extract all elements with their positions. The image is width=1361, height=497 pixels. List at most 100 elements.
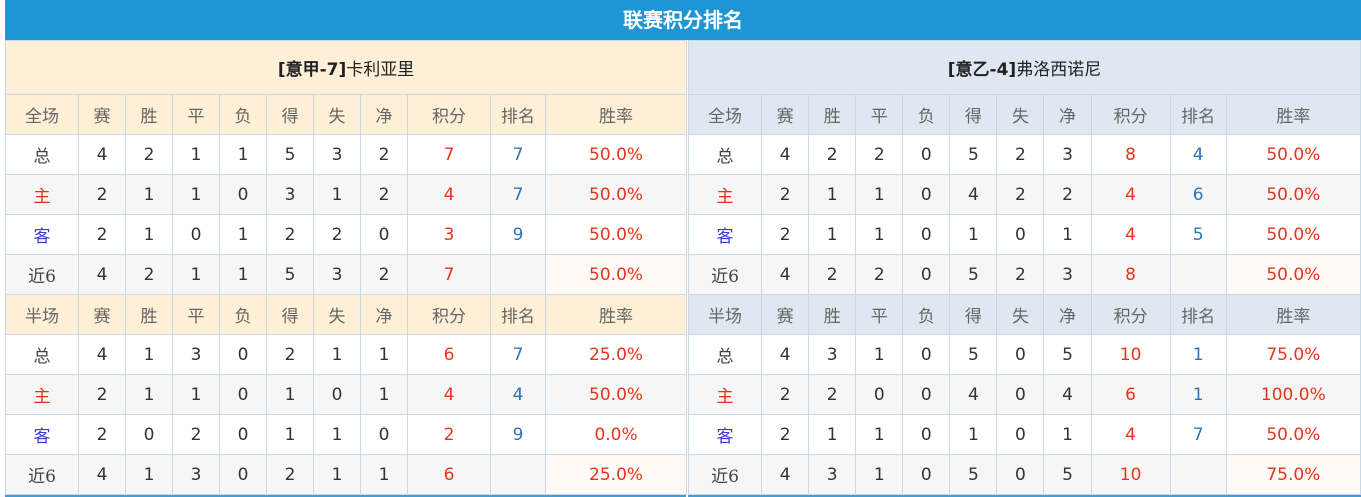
header-row: 半场赛胜平负得失净积分 排名 胜率 bbox=[5, 294, 688, 335]
cell-goals-against: 0 bbox=[996, 374, 1045, 415]
column-header: 得 bbox=[266, 294, 314, 335]
column-header: 胜率 bbox=[544, 294, 688, 335]
cell-losses: 0 bbox=[902, 214, 951, 255]
cell-goal-diff: 1 bbox=[1043, 414, 1092, 455]
cell-points: 6 bbox=[407, 454, 491, 495]
column-header: 积分 bbox=[407, 294, 491, 335]
cell-goals-against: 2 bbox=[313, 214, 361, 255]
cell-points: 4 bbox=[1090, 214, 1171, 255]
cell-losses: 0 bbox=[219, 334, 267, 375]
column-header: 失 bbox=[313, 94, 361, 135]
cell-goals-for: 5 bbox=[266, 254, 314, 295]
cell-losses: 0 bbox=[902, 454, 951, 495]
column-header: 失 bbox=[313, 294, 361, 335]
cell-losses: 0 bbox=[902, 334, 951, 375]
row-label: 客 bbox=[5, 214, 79, 255]
table-row-last6: 近6 4 2 1 1 5 3 2 7 50.0% bbox=[5, 254, 688, 295]
cell-losses: 0 bbox=[219, 174, 267, 215]
table-row-home: 主 2 1 1 0 4 2 2 4 6 50.0% bbox=[687, 174, 1361, 215]
cell-goals-against: 0 bbox=[996, 454, 1045, 495]
cell-points: 10 bbox=[1090, 454, 1171, 495]
column-header: 赛 bbox=[78, 94, 126, 135]
cell-goals-against: 2 bbox=[996, 134, 1045, 175]
table-row-away: 客 2 1 0 1 2 2 0 3 9 50.0% bbox=[5, 214, 688, 255]
cell-draws: 1 bbox=[855, 454, 904, 495]
cell-goals-against: 0 bbox=[996, 214, 1045, 255]
column-header: 净 bbox=[1043, 294, 1092, 335]
cell-goal-diff: 1 bbox=[360, 334, 408, 375]
cell-wins: 1 bbox=[808, 174, 857, 215]
cell-goal-diff: 2 bbox=[360, 134, 408, 175]
cell-goals-for: 3 bbox=[266, 174, 314, 215]
cell-goals-against: 3 bbox=[313, 254, 361, 295]
cell-goals-for: 1 bbox=[266, 374, 314, 415]
cell-win-rate: 50.0% bbox=[1225, 214, 1361, 255]
cell-rank: 1 bbox=[1169, 334, 1227, 375]
header-row: 半场赛胜平负得失净积分 排名 胜率 bbox=[687, 294, 1361, 335]
cell-goals-for: 2 bbox=[266, 214, 314, 255]
cell-played: 4 bbox=[78, 454, 126, 495]
cell-goals-against: 1 bbox=[313, 334, 361, 375]
cell-played: 2 bbox=[761, 174, 810, 215]
cell-played: 2 bbox=[78, 214, 126, 255]
column-header: 平 bbox=[172, 94, 220, 135]
row-label: 总 bbox=[687, 334, 763, 375]
cell-win-rate: 50.0% bbox=[1225, 174, 1361, 215]
cell-goals-against: 0 bbox=[313, 374, 361, 415]
away-team-standings: [意乙-4]弗洛西诺尼 全场赛胜平负得失净积分 排名 胜率总 4 2 2 0 5 2 3 8 4 50.0… bbox=[687, 40, 1361, 497]
cell-goal-diff: 1 bbox=[360, 454, 408, 495]
team-name: [意甲-7]卡利亚里 bbox=[4, 40, 688, 95]
row-label: 总 bbox=[5, 334, 79, 375]
cell-points: 8 bbox=[1090, 254, 1171, 295]
cell-draws: 3 bbox=[172, 454, 220, 495]
row-label: 主 bbox=[5, 174, 79, 215]
cell-win-rate: 50.0% bbox=[544, 174, 688, 215]
column-header: 胜率 bbox=[1225, 94, 1361, 135]
cell-draws: 1 bbox=[172, 134, 220, 175]
row-label: 主 bbox=[5, 374, 79, 415]
cell-win-rate: 25.0% bbox=[544, 454, 688, 495]
cell-win-rate: 50.0% bbox=[1225, 254, 1361, 295]
cell-draws: 3 bbox=[172, 334, 220, 375]
cell-played: 2 bbox=[78, 374, 126, 415]
cell-rank: 9 bbox=[490, 414, 546, 455]
cell-goals-against: 3 bbox=[313, 134, 361, 175]
cell-win-rate: 50.0% bbox=[1225, 414, 1361, 455]
cell-rank: 4 bbox=[1169, 134, 1227, 175]
cell-goals-against: 1 bbox=[313, 454, 361, 495]
table-row-home: 主 2 2 0 0 4 0 4 6 1 100.0% bbox=[687, 374, 1361, 415]
cell-win-rate: 50.0% bbox=[544, 374, 688, 415]
cell-wins: 3 bbox=[808, 454, 857, 495]
table-row-total: 总 4 1 3 0 2 1 1 6 7 25.0% bbox=[5, 334, 688, 375]
column-header: 负 bbox=[219, 94, 267, 135]
team-name: [意乙-4]弗洛西诺尼 bbox=[688, 40, 1361, 95]
cell-played: 4 bbox=[761, 134, 810, 175]
cell-losses: 0 bbox=[902, 254, 951, 295]
cell-wins: 0 bbox=[125, 414, 173, 455]
cell-rank bbox=[1169, 454, 1227, 495]
cell-rank: 6 bbox=[1169, 174, 1227, 215]
header-row: 全场赛胜平负得失净积分 排名 胜率 bbox=[687, 94, 1361, 135]
cell-wins: 1 bbox=[808, 414, 857, 455]
team-name-text: 卡利亚里 bbox=[346, 60, 415, 80]
row-label: 主 bbox=[687, 374, 763, 415]
cell-win-rate: 50.0% bbox=[1225, 134, 1361, 175]
cell-losses: 1 bbox=[219, 214, 267, 255]
cell-wins: 1 bbox=[125, 174, 173, 215]
cell-goals-against: 1 bbox=[313, 174, 361, 215]
cell-draws: 2 bbox=[172, 414, 220, 455]
row-label: 总 bbox=[5, 134, 79, 175]
cell-points: 3 bbox=[407, 214, 491, 255]
column-header: 失 bbox=[996, 294, 1045, 335]
cell-wins: 1 bbox=[125, 334, 173, 375]
cell-points: 7 bbox=[407, 134, 491, 175]
cell-goals-for: 2 bbox=[266, 454, 314, 495]
column-header: 得 bbox=[949, 294, 998, 335]
column-header: 胜率 bbox=[1225, 294, 1361, 335]
column-header: 净 bbox=[1043, 94, 1092, 135]
row-label: 近6 bbox=[5, 254, 79, 295]
column-header: 胜 bbox=[125, 294, 173, 335]
cell-win-rate: 0.0% bbox=[544, 414, 688, 455]
cell-goal-diff: 1 bbox=[360, 374, 408, 415]
table-row-last6: 近6 4 3 1 0 5 0 5 10 75.0% bbox=[687, 454, 1361, 495]
